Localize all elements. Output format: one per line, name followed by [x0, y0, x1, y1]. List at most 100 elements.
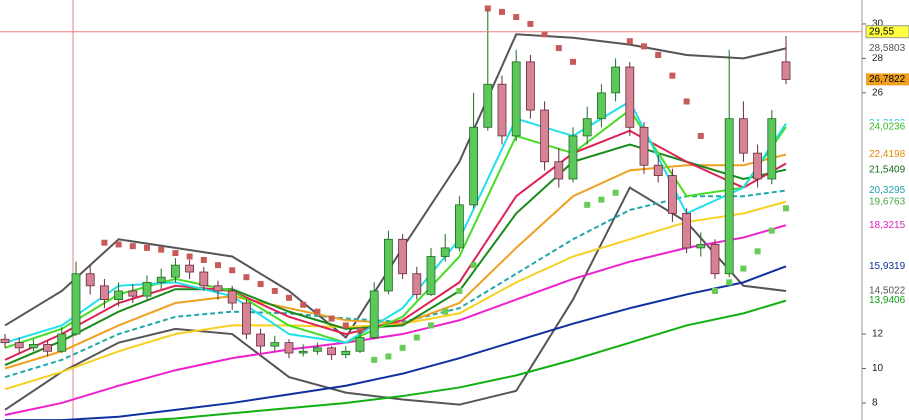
candle-body	[611, 66, 620, 94]
candle-body	[284, 342, 294, 354]
candle-body	[327, 347, 337, 356]
sar-dot	[172, 250, 179, 257]
sar-dot	[257, 281, 264, 288]
candle-body	[582, 118, 592, 137]
sar-dot	[740, 265, 747, 272]
candle-body	[469, 126, 479, 206]
sar-dot	[243, 274, 250, 281]
sar-dot	[186, 253, 193, 260]
candle-body	[597, 92, 606, 120]
price-label-box	[866, 294, 909, 307]
price-label: 22,4198	[869, 149, 906, 160]
price-label: 14,5022	[869, 286, 906, 297]
price-label-box	[866, 73, 909, 86]
candle-body	[568, 135, 578, 180]
indicator-line	[5, 265, 787, 420]
y-tick-label: 30	[872, 19, 884, 30]
price-label-box	[866, 163, 909, 176]
sar-dot	[371, 356, 378, 363]
candle-body	[270, 342, 280, 347]
candle-body	[43, 343, 52, 352]
candle-body	[639, 126, 649, 166]
crosshair-label-box	[865, 25, 909, 39]
candle-body	[540, 109, 549, 163]
price-label: 24,0236	[869, 122, 906, 133]
indicator-line	[4, 189, 787, 379]
candle-body	[781, 61, 791, 80]
price-label: 18,3215	[869, 220, 906, 231]
sar-dot	[328, 315, 335, 322]
sar-dot	[513, 14, 520, 21]
sar-dot	[570, 58, 576, 65]
candle-body	[696, 244, 706, 249]
candle-body	[312, 347, 322, 352]
candle-body	[170, 264, 180, 278]
sar-dot	[783, 205, 789, 212]
price-label-box	[866, 42, 909, 55]
crosshair-label: 29,55	[869, 26, 894, 37]
sar-dot	[215, 262, 221, 269]
candle-body	[213, 285, 223, 292]
candle-body	[0, 338, 10, 344]
candle-body	[739, 118, 748, 154]
sar-dot	[541, 31, 548, 38]
sar-dot	[101, 239, 108, 246]
candle-body	[298, 350, 308, 354]
sar-dot	[229, 267, 236, 274]
candle-body	[653, 164, 663, 176]
price-axis: 8101226283028,580326,782224,218024,02362…	[862, 19, 909, 409]
candle-body	[682, 213, 691, 249]
sar-dot	[726, 279, 733, 286]
sar-dot	[484, 5, 491, 12]
candle-body	[14, 342, 24, 349]
candle-body	[753, 152, 762, 180]
candle-body	[497, 83, 507, 137]
price-label-box	[866, 184, 909, 197]
y-tick-label: 28	[872, 53, 884, 64]
price-label: 21,5409	[869, 164, 906, 175]
indicator-line	[133, 299, 787, 420]
sar-dot	[286, 294, 292, 301]
sar-dot	[442, 308, 449, 315]
sar-dot	[144, 244, 150, 251]
sar-dot	[271, 287, 278, 294]
candle-body	[256, 333, 266, 347]
candle-body	[241, 302, 251, 335]
candle-body	[426, 256, 436, 295]
candle-body	[383, 238, 393, 292]
price-label-box	[866, 148, 909, 161]
indicator-line	[4, 186, 787, 411]
price-label-box	[866, 120, 909, 133]
candle-body	[128, 290, 138, 297]
price-label-box	[866, 284, 909, 297]
sar-dot	[399, 344, 406, 351]
candle-body	[668, 175, 677, 214]
plot-area	[0, 0, 862, 420]
candle-body	[100, 285, 109, 300]
y-tick-label: 10	[872, 363, 884, 374]
sar-dot	[641, 43, 647, 50]
price-label-box	[866, 195, 909, 208]
indicator-line	[4, 100, 787, 344]
candle-body	[369, 290, 379, 338]
sar-dot	[385, 353, 392, 360]
sar-dot	[712, 287, 718, 294]
y-tick-label: 26	[872, 87, 884, 98]
candle-body	[724, 118, 734, 275]
sar-dot	[612, 189, 619, 196]
sar-dot	[200, 256, 207, 263]
indicator-line	[4, 143, 787, 366]
price-label: 26,7822	[869, 74, 906, 85]
sar-dot	[655, 51, 662, 58]
price-label-box	[866, 219, 909, 232]
candle-body	[554, 161, 564, 180]
candle-body	[526, 61, 535, 111]
y-tick-label: 8	[872, 398, 878, 409]
price-label-box	[866, 260, 909, 273]
candle-body	[710, 244, 720, 275]
sar-dot	[754, 248, 761, 255]
candle-body	[71, 273, 81, 335]
sar-dot	[669, 72, 676, 79]
indicator-line	[4, 224, 787, 416]
sar-dot	[470, 262, 477, 269]
